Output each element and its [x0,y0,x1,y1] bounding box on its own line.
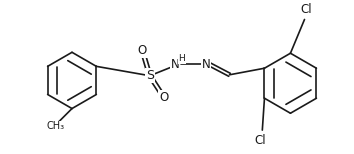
Text: O: O [159,91,169,104]
Text: H: H [178,54,185,63]
Text: O: O [138,44,147,57]
Text: CH₃: CH₃ [46,121,64,131]
Text: S: S [146,69,154,82]
Text: N: N [171,58,179,71]
Text: N: N [202,58,210,71]
Text: Cl: Cl [255,134,266,147]
Text: Cl: Cl [301,3,312,16]
